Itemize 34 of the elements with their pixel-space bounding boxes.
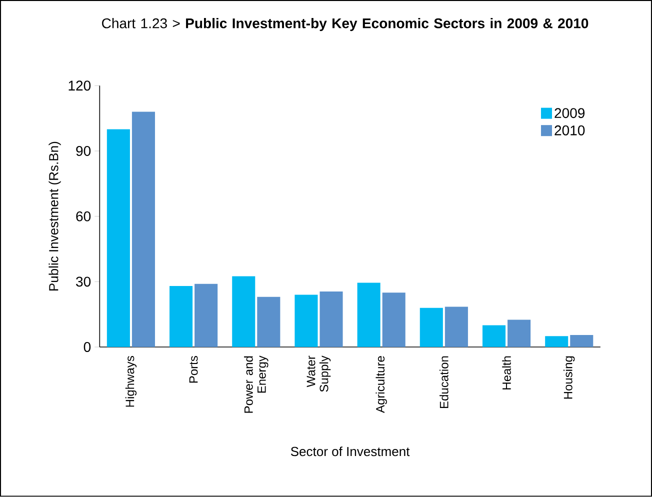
chart-title: Chart 1.23 > Public Investment-by Key Economic Sectors in 2009 & 2010 bbox=[102, 18, 588, 32]
x-tick-label: Water Supply bbox=[306, 356, 331, 392]
y-axis-title: Public Investment (Rs.Bn) bbox=[48, 142, 61, 291]
x-tick-label: Power and Energy bbox=[244, 356, 268, 413]
bar bbox=[170, 286, 193, 348]
bar bbox=[232, 276, 256, 348]
x-tick-label: Ports bbox=[189, 356, 198, 383]
bar bbox=[444, 306, 468, 348]
bar bbox=[420, 308, 443, 348]
bar bbox=[570, 335, 594, 348]
bar bbox=[194, 284, 218, 348]
bar bbox=[382, 292, 406, 348]
bar bbox=[320, 292, 343, 348]
legend-label: 2010 bbox=[554, 126, 585, 136]
bar bbox=[545, 336, 568, 348]
bar bbox=[482, 325, 506, 348]
bar bbox=[132, 112, 155, 348]
bar bbox=[508, 320, 531, 348]
x-tick-label: Health bbox=[502, 356, 511, 390]
x-tick-label: Housing bbox=[564, 356, 575, 399]
y-tick-label: 60 bbox=[76, 211, 91, 222]
x-tick-label: Education bbox=[440, 356, 448, 408]
bar bbox=[294, 294, 318, 348]
bar bbox=[357, 282, 380, 348]
y-tick-label: 30 bbox=[76, 276, 91, 287]
legend-label: 2009 bbox=[554, 108, 585, 118]
bar bbox=[106, 129, 130, 348]
y-tick-label: 90 bbox=[76, 146, 91, 156]
y-tick-label: 0 bbox=[84, 342, 91, 352]
x-tick-label: Highways bbox=[125, 356, 137, 407]
bar bbox=[257, 297, 280, 348]
y-tick-label: 120 bbox=[68, 80, 91, 91]
x-tick-label: Agriculture bbox=[376, 356, 387, 414]
x-axis-title: Sector of Investment bbox=[290, 446, 410, 456]
